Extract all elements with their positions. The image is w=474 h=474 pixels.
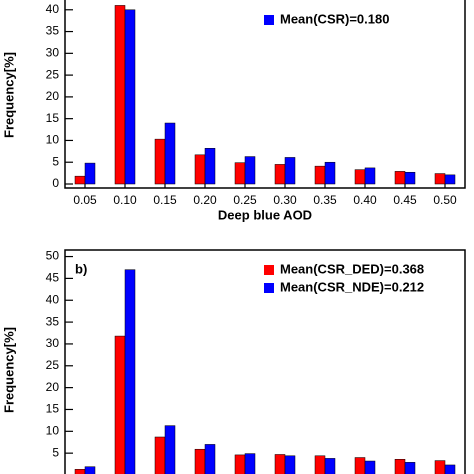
bar <box>124 269 136 474</box>
bar <box>74 175 86 185</box>
bar <box>84 162 96 185</box>
bar <box>404 462 416 474</box>
y-tick-label: 40 <box>46 2 60 16</box>
y-tick-label: 20 <box>46 89 60 103</box>
y-tick-label: 30 <box>46 46 60 60</box>
bar <box>274 454 286 474</box>
y-tick-label: 35 <box>46 314 60 328</box>
bar <box>364 167 376 185</box>
x-tick-label: 0.45 <box>393 193 417 207</box>
bar <box>204 444 216 474</box>
y-tick-label: 10 <box>46 423 60 437</box>
bar <box>194 154 206 185</box>
bar <box>314 455 326 474</box>
y-tick-label: 5 <box>52 154 59 168</box>
legend-label: Mean(CSR_DED)=0.368 <box>280 261 424 276</box>
y-axis-title: Frequency[%] <box>1 52 16 138</box>
y-tick-label: 30 <box>46 336 60 350</box>
bar <box>244 453 256 474</box>
bar <box>394 459 406 474</box>
bar <box>234 454 246 474</box>
bar <box>284 455 296 474</box>
bar <box>234 162 246 185</box>
bar <box>244 156 256 185</box>
bar <box>114 5 126 185</box>
bar <box>444 174 456 185</box>
y-tick-label: 15 <box>46 402 60 416</box>
bar <box>194 448 206 474</box>
legend-swatch <box>264 283 274 293</box>
bar <box>84 466 96 474</box>
x-tick-label: 0.20 <box>193 193 217 207</box>
bar <box>204 148 216 185</box>
bar <box>274 164 286 185</box>
bar <box>284 157 296 185</box>
bar <box>364 460 376 474</box>
bar <box>154 138 166 185</box>
x-tick-label: 0.15 <box>153 193 177 207</box>
x-axis-title: Deep blue AOD <box>218 207 312 222</box>
bar <box>444 464 456 474</box>
x-tick-label: 0.40 <box>353 193 377 207</box>
bar <box>354 169 366 185</box>
x-tick-label: 0.10 <box>113 193 137 207</box>
bar <box>394 171 406 185</box>
y-tick-label: 20 <box>46 380 60 394</box>
y-tick-label: 40 <box>46 292 60 306</box>
legend-label: Mean(CSR_NDE)=0.212 <box>280 279 424 294</box>
bar <box>154 436 166 474</box>
y-tick-label: 25 <box>46 67 60 81</box>
y-tick-label: 35 <box>46 24 60 38</box>
bar <box>404 171 416 185</box>
y-tick-label: 15 <box>46 111 60 125</box>
y-tick-label: 10 <box>46 133 60 147</box>
y-tick-label: 0 <box>52 176 59 190</box>
y-tick-label: 45 <box>46 271 60 285</box>
bar <box>314 165 326 185</box>
legend-swatch <box>264 15 274 25</box>
legend-label: Mean(CSR)=0.180 <box>280 11 389 26</box>
plot-frame <box>64 249 466 474</box>
bar <box>324 458 336 474</box>
plot-frame <box>64 0 466 189</box>
y-tick-label: 50 <box>46 249 60 263</box>
bar <box>164 425 176 474</box>
x-tick-label: 0.05 <box>73 193 97 207</box>
bar <box>114 335 126 474</box>
bar <box>124 9 136 185</box>
legend-swatch <box>264 265 274 275</box>
x-tick-label: 0.25 <box>233 193 257 207</box>
y-axis-title: Frequency[%] <box>1 327 16 413</box>
bar <box>354 457 366 474</box>
bar <box>164 122 176 185</box>
y-tick-label: 5 <box>52 445 59 459</box>
x-tick-label: 0.35 <box>313 193 337 207</box>
bar <box>324 161 336 185</box>
x-tick-label: 0.50 <box>433 193 457 207</box>
x-tick-label: 0.30 <box>273 193 297 207</box>
y-tick-label: 25 <box>46 358 60 372</box>
bar <box>434 173 446 185</box>
bar <box>74 469 86 474</box>
panel-label: b) <box>75 261 87 276</box>
bar <box>434 460 446 474</box>
